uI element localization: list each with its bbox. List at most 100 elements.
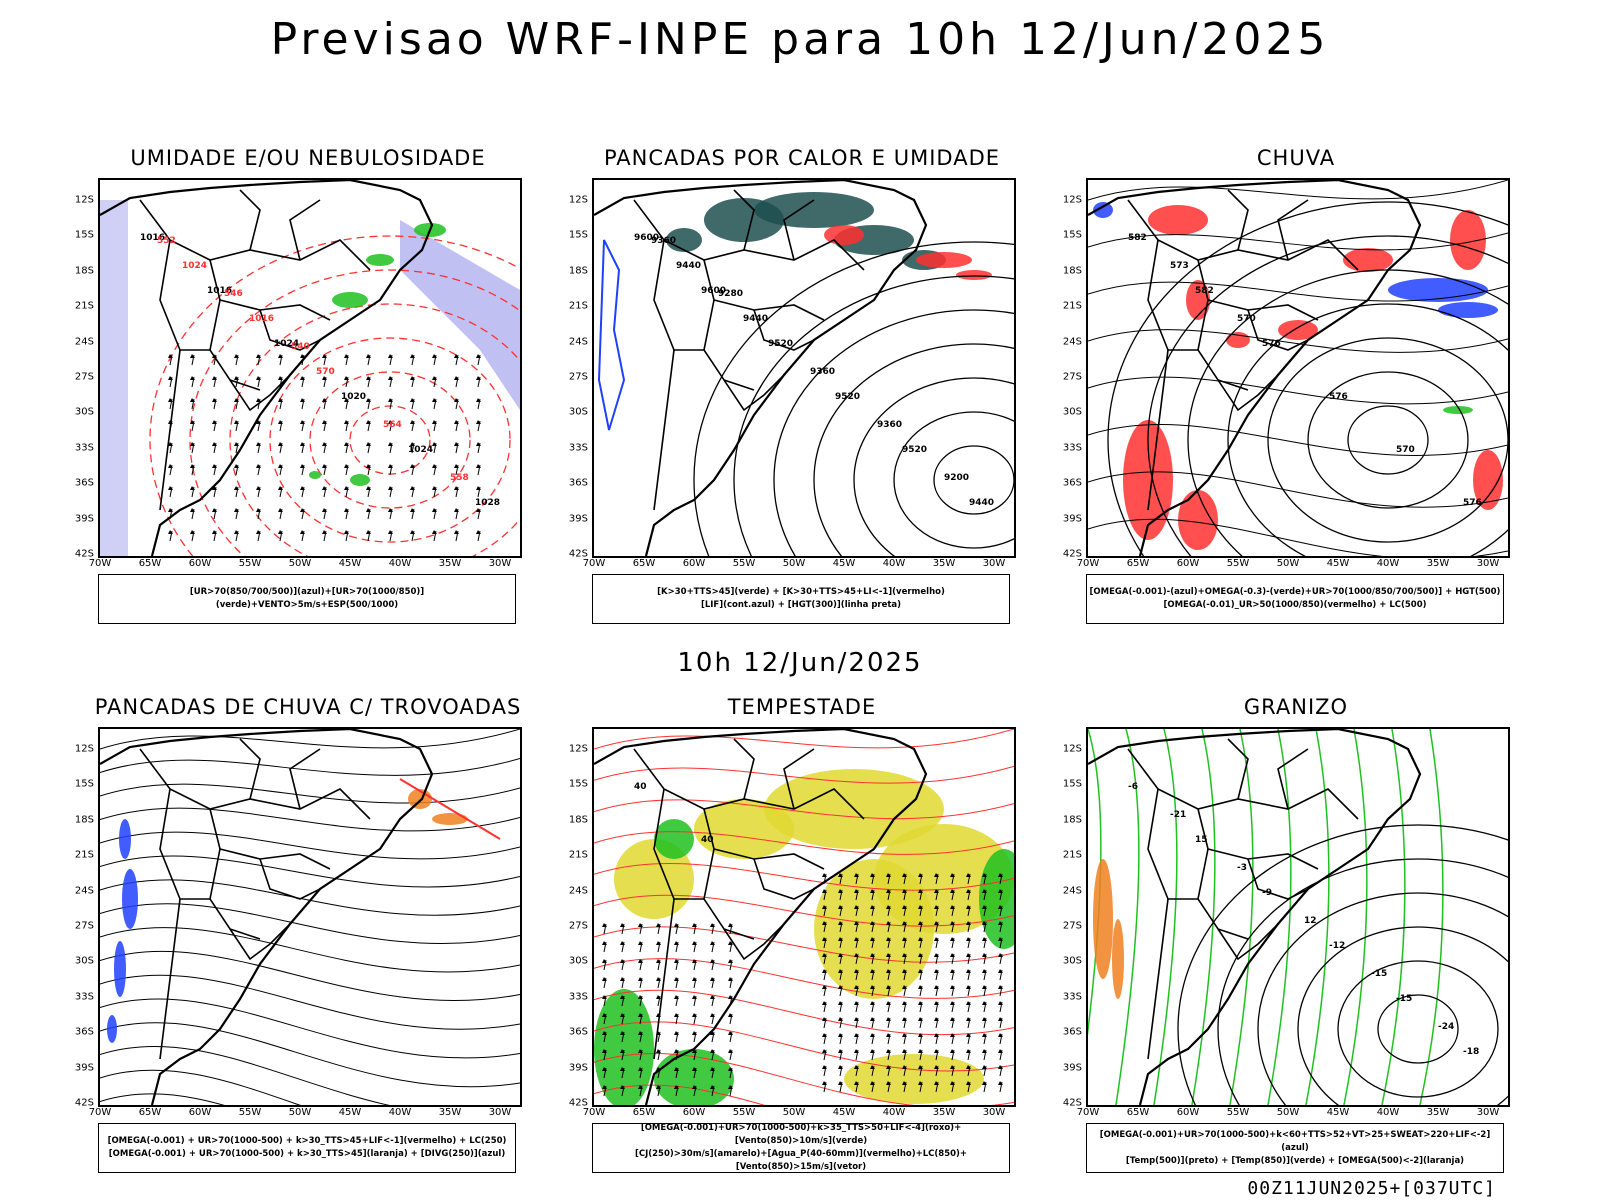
lat-tick: 36S bbox=[74, 1026, 94, 1038]
lat-tick: 12S bbox=[1062, 194, 1082, 206]
contour-label: 570 bbox=[1237, 314, 1256, 324]
contour-label: 1024 bbox=[274, 339, 299, 349]
lat-tick: 30S bbox=[74, 955, 94, 967]
lat-tick: 24S bbox=[74, 885, 94, 897]
lat-tick: 18S bbox=[1062, 265, 1082, 277]
border-line bbox=[1227, 738, 1249, 800]
map-canvas-chuva: 582 582 576 576 570 576 573 570 bbox=[1088, 180, 1508, 556]
map-pancadas-calor: 9600 9600 9520 9520 9520 9440 9440 9440 9360 9360… bbox=[592, 178, 1016, 558]
lon-tick: 40W bbox=[882, 1107, 906, 1118]
map-canvas-trovoadas bbox=[100, 729, 520, 1105]
contour-label: 9440 bbox=[676, 261, 701, 271]
lon-tick: 50W bbox=[782, 558, 806, 569]
border-line bbox=[1277, 199, 1309, 261]
lon-tick: 30W bbox=[488, 1107, 512, 1118]
contour-label: 9520 bbox=[902, 445, 927, 455]
lat-tick: 39S bbox=[1062, 1062, 1082, 1074]
border-line bbox=[209, 848, 261, 940]
coastline bbox=[594, 180, 928, 556]
border-line bbox=[653, 239, 704, 351]
lon-tick: 60W bbox=[188, 558, 212, 569]
border-line bbox=[209, 299, 261, 391]
lat-tick: 24S bbox=[1062, 336, 1082, 348]
border-line bbox=[229, 923, 291, 961]
legend-line: [OMEGA(-0.001) + UR>70(1000-500) + k>30_… bbox=[108, 1149, 506, 1159]
lon-tick: 40W bbox=[388, 558, 412, 569]
panel-title-trovoadas: PANCADAS DE CHUVA C/ TROVOADAS bbox=[94, 695, 522, 719]
lat-tick: 30S bbox=[568, 406, 588, 418]
border-line bbox=[703, 848, 755, 940]
lon-tick: 70W bbox=[582, 558, 606, 569]
lon-tick: 55W bbox=[732, 558, 756, 569]
lon-tick: 65W bbox=[632, 1107, 656, 1118]
contour-label: 9600 bbox=[701, 286, 726, 296]
border-line bbox=[159, 349, 181, 511]
contour-label: 564 bbox=[383, 420, 402, 430]
border-line bbox=[1197, 808, 1319, 870]
border-line bbox=[159, 898, 181, 1060]
border-line bbox=[239, 738, 261, 800]
contour-label: 9360 bbox=[651, 236, 676, 246]
contour-label: 9360 bbox=[877, 420, 902, 430]
lat-tick: 12S bbox=[1062, 743, 1082, 755]
lat-tick: 27S bbox=[1062, 371, 1082, 383]
contour-label: -12 bbox=[1329, 941, 1345, 951]
lon-tick: 35W bbox=[1426, 558, 1450, 569]
contour-label: 558 bbox=[450, 473, 469, 483]
contour-label: 1016 bbox=[249, 314, 274, 324]
lon-tick: 60W bbox=[1176, 1107, 1200, 1118]
lon-tick: 65W bbox=[138, 558, 162, 569]
lon-tick: 35W bbox=[438, 558, 462, 569]
map-canvas-umidade: 1016 1016 1024 1020 1024 1028 1024 1016 570 564 55… bbox=[100, 180, 520, 556]
panel-title-umidade: UMIDADE E/OU NEBULOSIDADE bbox=[130, 146, 486, 170]
lon-tick: 65W bbox=[1126, 558, 1150, 569]
coastline bbox=[1088, 180, 1422, 556]
lon-tick: 55W bbox=[1226, 558, 1250, 569]
lon-tick: 30W bbox=[488, 558, 512, 569]
lon-tick: 45W bbox=[338, 1107, 362, 1118]
lat-tick: 30S bbox=[568, 955, 588, 967]
lat-tick: 39S bbox=[1062, 513, 1082, 525]
main-title: Previsao WRF-INPE para 10h 12/Jun/2025 bbox=[270, 14, 1330, 65]
contour-label: 552 bbox=[157, 236, 176, 246]
lon-tick: 35W bbox=[438, 1107, 462, 1118]
legend-line: [K>30+TTS>45](verde) + [K>30+TTS>45+LI<-… bbox=[657, 587, 945, 597]
lon-axis: 70W 65W 60W 55W 50W 45W 40W 35W 30W bbox=[1077, 1107, 1510, 1121]
panel-title-tempestade: TEMPESTADE bbox=[727, 695, 877, 719]
lat-tick: 18S bbox=[74, 265, 94, 277]
lat-tick: 15S bbox=[568, 229, 588, 241]
lat-tick: 12S bbox=[74, 743, 94, 755]
panel-title-granizo: GRANIZO bbox=[1243, 695, 1349, 719]
lat-tick: 27S bbox=[568, 371, 588, 383]
lon-tick: 45W bbox=[832, 558, 856, 569]
border-line bbox=[733, 189, 755, 251]
contour-label: -3 bbox=[1237, 863, 1247, 873]
contour-label: 1028 bbox=[475, 498, 500, 508]
lat-tick: 33S bbox=[1062, 991, 1082, 1003]
border-line bbox=[139, 199, 371, 271]
border-line bbox=[653, 898, 675, 1060]
coastline bbox=[1088, 729, 1422, 1105]
lat-tick: 39S bbox=[568, 513, 588, 525]
border-line bbox=[783, 199, 815, 261]
lat-tick: 33S bbox=[74, 442, 94, 454]
lat-tick: 18S bbox=[74, 814, 94, 826]
contour-label: -24 bbox=[1438, 1022, 1454, 1032]
lat-axis: 12S 15S 18S 21S 24S 27S 30S 33S 36S 39S 42S bbox=[66, 178, 96, 560]
lat-tick: 27S bbox=[1062, 920, 1082, 932]
contour-label: 570 bbox=[316, 367, 335, 377]
mid-title: 10h 12/Jun/2025 bbox=[677, 648, 923, 678]
lat-tick: 15S bbox=[1062, 229, 1082, 241]
map-canvas-pancadas-calor: 9600 9600 9520 9520 9520 9440 9440 9440 9360 9360… bbox=[594, 180, 1014, 556]
contour-label: 582 bbox=[1128, 233, 1147, 243]
border-line bbox=[1227, 189, 1249, 251]
contour-label: 546 bbox=[224, 289, 243, 299]
contour-label: 1016 bbox=[207, 286, 232, 296]
lat-tick: 12S bbox=[74, 194, 94, 206]
lat-tick: 36S bbox=[568, 1026, 588, 1038]
legend-chuva: [OMEGA(-0.001)-(azul)+OMEGA(-0.3)-(verde… bbox=[1086, 574, 1504, 624]
lon-tick: 40W bbox=[388, 1107, 412, 1118]
lat-axis: 12S 15S 18S 21S 24S 27S 30S 33S 36S 39S 42S bbox=[66, 727, 96, 1109]
legend-granizo: [OMEGA(-0.001)+UR>70(1000-500)+k<60+TTS>… bbox=[1086, 1123, 1504, 1173]
lat-tick: 15S bbox=[74, 778, 94, 790]
